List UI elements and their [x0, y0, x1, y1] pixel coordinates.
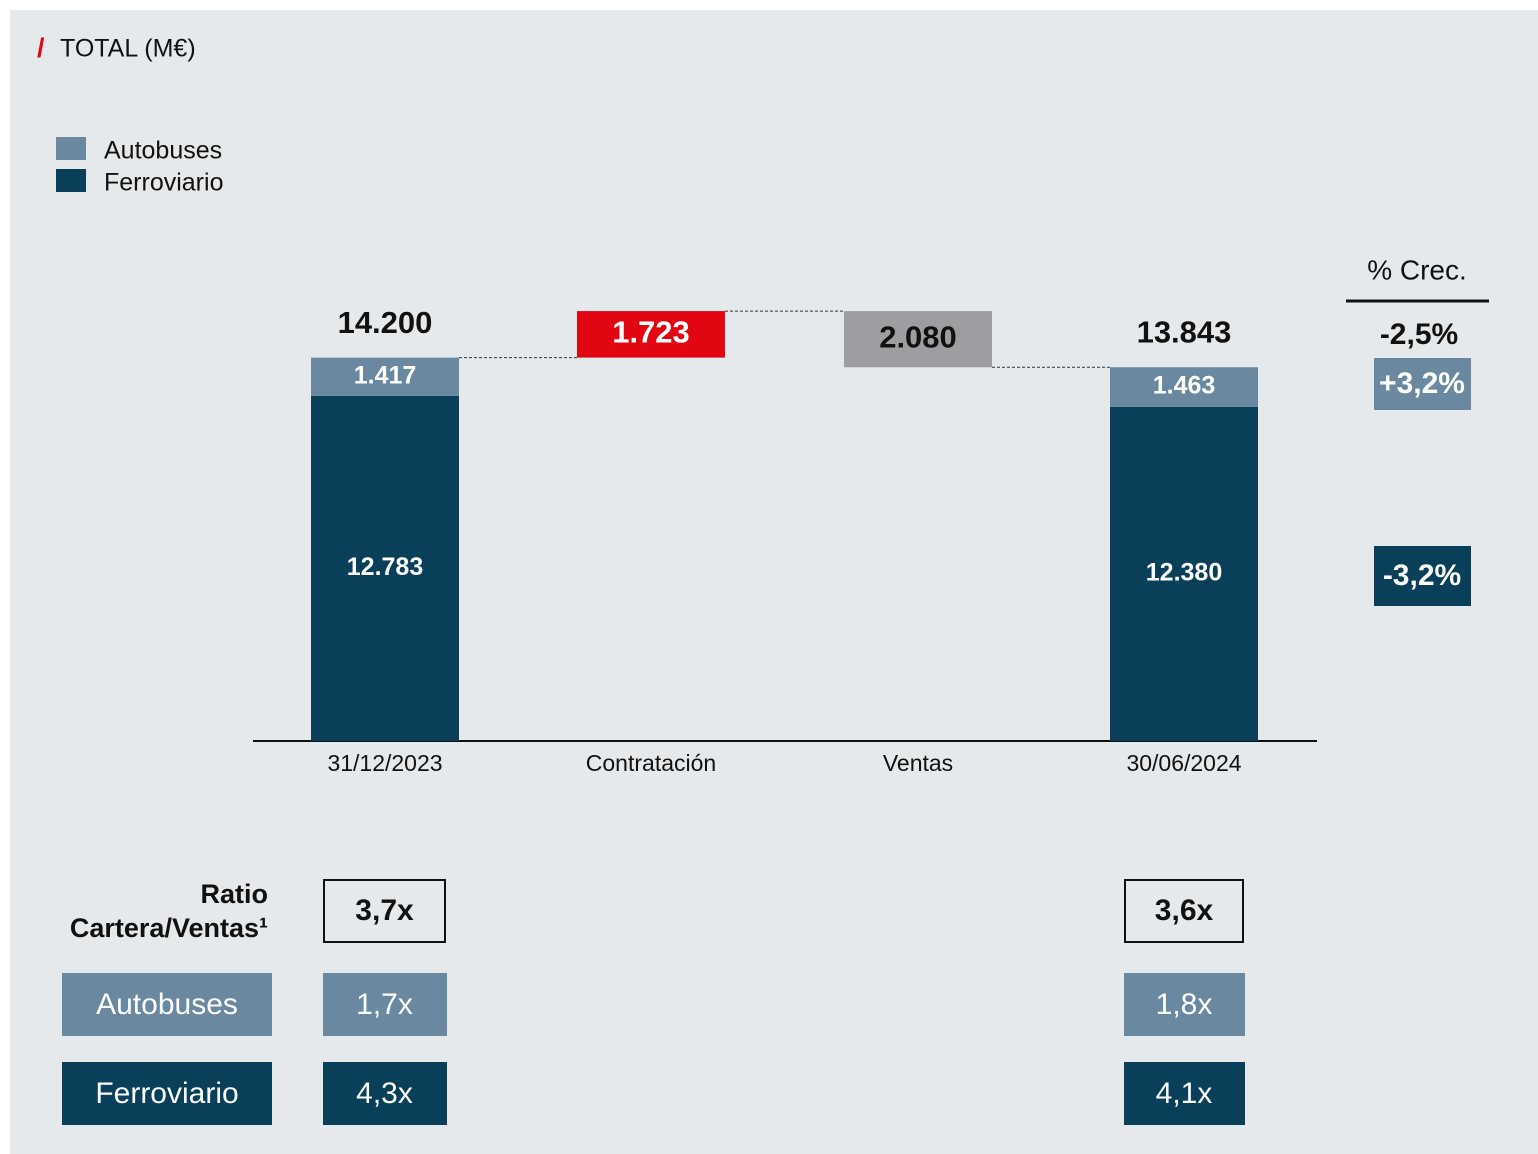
legend-swatch [56, 137, 86, 160]
total-label: 13.843 [1137, 314, 1232, 349]
bar-segment [1110, 406, 1258, 741]
ratio-title: Ratio [201, 879, 269, 909]
ratio-total-box [1124, 879, 1244, 943]
chart-title: TOTAL (M€) [60, 35, 196, 63]
ratio-total: 3,6x [1155, 894, 1214, 927]
x-tick-label: Contratación [586, 750, 716, 776]
segment-label: 12.783 [347, 553, 423, 581]
legend-swatch [56, 169, 86, 192]
change-bar [577, 311, 725, 358]
ratio-value: 1,7x [356, 988, 413, 1021]
bar-segment [311, 395, 459, 741]
ratio-box [323, 1062, 447, 1125]
change-label: 2.080 [879, 319, 957, 354]
x-tick-label: 31/12/2023 [327, 750, 442, 776]
ratio-row-name-box [62, 973, 272, 1036]
segment-label: 12.380 [1146, 558, 1222, 586]
ratio-box [1124, 1062, 1245, 1125]
bar-segment [311, 357, 459, 396]
ratio-row-name-box [62, 1062, 272, 1125]
ratio-value: 4,1x [1156, 1077, 1213, 1110]
legend-label: Autobuses [104, 137, 222, 165]
segment-label: 1.463 [1153, 372, 1216, 400]
ratio-value: 1,8x [1156, 988, 1213, 1021]
ratio-box [323, 973, 447, 1036]
x-tick-label: 30/06/2024 [1126, 750, 1241, 776]
panel [10, 10, 1538, 1154]
bar-segment [1110, 367, 1258, 407]
title-slash: / [37, 33, 45, 63]
growth-box [1374, 358, 1471, 410]
change-bar [844, 311, 992, 368]
total-label: 14.200 [338, 305, 433, 340]
ratio-total: 3,7x [355, 894, 414, 927]
growth-label: -3,2% [1383, 559, 1461, 592]
ratio-total-box [323, 879, 446, 943]
legend-label: Ferroviario [104, 169, 223, 197]
ratio-box [1124, 973, 1245, 1036]
change-label: 1.723 [612, 315, 690, 350]
segment-label: 1.417 [354, 361, 417, 389]
growth-label: +3,2% [1379, 367, 1465, 400]
x-tick-label: Ventas [883, 750, 953, 776]
ratio-row-name: Ferroviario [95, 1077, 238, 1110]
growth-title: % Crec. [1367, 254, 1467, 285]
growth-total: -2,5% [1380, 318, 1458, 351]
growth-box [1374, 546, 1471, 606]
ratio-title: Cartera/Ventas¹ [70, 913, 268, 943]
ratio-row-name: Autobuses [96, 988, 238, 1021]
ratio-value: 4,3x [356, 1077, 413, 1110]
